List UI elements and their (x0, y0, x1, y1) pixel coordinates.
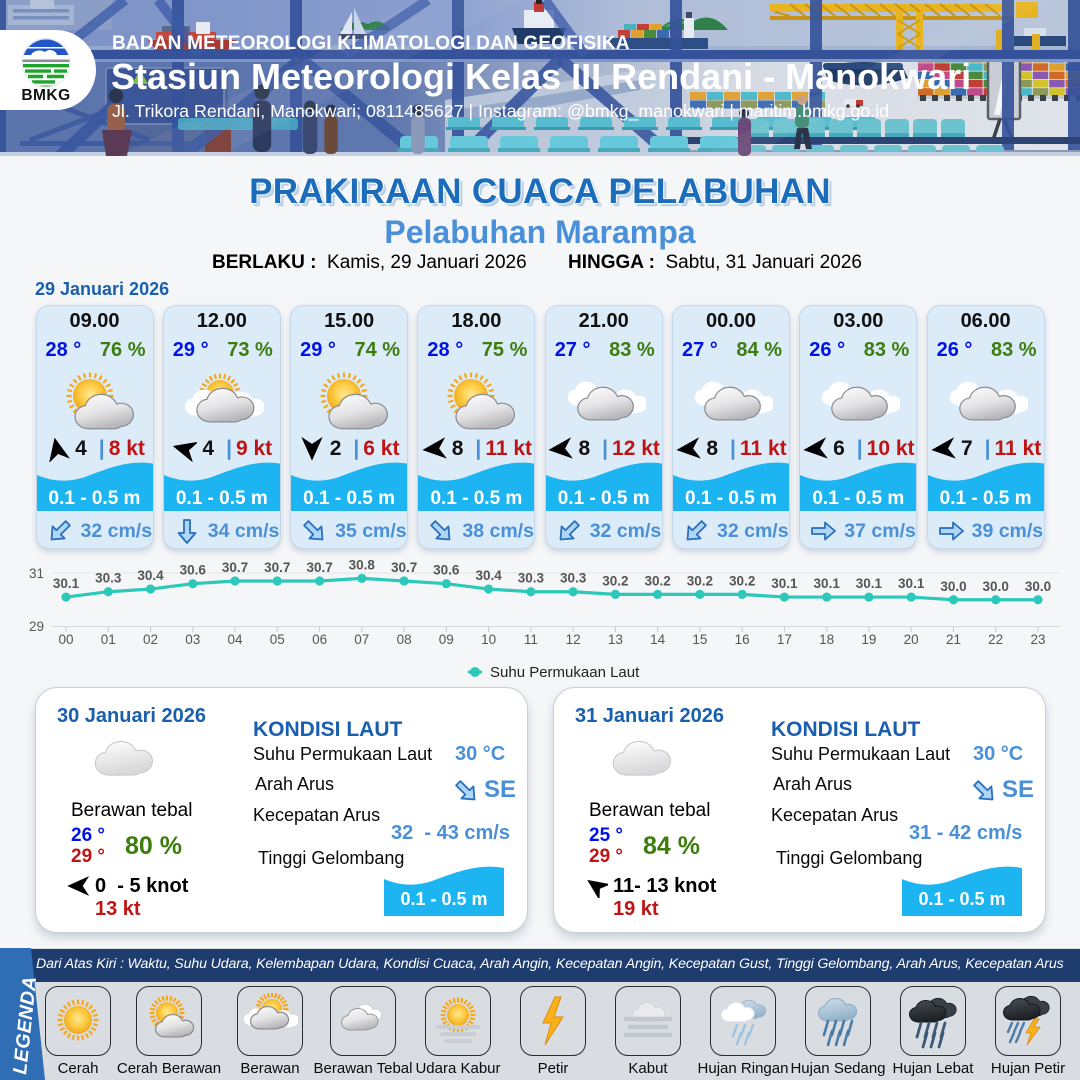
svg-text:30.3: 30.3 (560, 571, 587, 586)
svg-text:14: 14 (650, 632, 666, 647)
svg-text:30.3: 30.3 (518, 571, 545, 586)
svg-text:30.2: 30.2 (687, 573, 713, 588)
svg-text:30.0: 30.0 (1025, 579, 1051, 594)
svg-text:30.0: 30.0 (983, 579, 1009, 594)
svg-text:30.4: 30.4 (137, 568, 164, 583)
svg-text:30.7: 30.7 (391, 560, 417, 575)
svg-text:30.7: 30.7 (222, 560, 248, 575)
svg-text:30.1: 30.1 (898, 576, 925, 591)
svg-text:23: 23 (1030, 632, 1045, 647)
svg-text:30.0: 30.0 (940, 579, 966, 594)
svg-text:Suhu Permukaan Laut: Suhu Permukaan Laut (490, 664, 640, 681)
svg-text:30.4: 30.4 (475, 568, 502, 583)
svg-text:30.2: 30.2 (602, 573, 628, 588)
svg-text:13: 13 (608, 632, 623, 647)
svg-text:30.2: 30.2 (644, 573, 670, 588)
svg-text:01: 01 (101, 632, 116, 647)
svg-text:22: 22 (988, 632, 1003, 647)
svg-text:17: 17 (777, 632, 792, 647)
svg-text:11: 11 (524, 632, 538, 647)
svg-text:12: 12 (566, 632, 581, 647)
svg-text:05: 05 (270, 632, 285, 647)
svg-text:04: 04 (227, 632, 243, 647)
svg-text:10: 10 (481, 632, 496, 647)
svg-text:18: 18 (819, 632, 834, 647)
svg-text:30.3: 30.3 (95, 571, 122, 586)
svg-text:BMKG: BMKG (21, 87, 70, 102)
svg-text:30.1: 30.1 (53, 576, 80, 591)
svg-text:0.1 - 0.5 m: 0.1 - 0.5 m (400, 889, 487, 909)
svg-text:30.8: 30.8 (349, 558, 376, 572)
svg-text:00: 00 (58, 632, 73, 647)
svg-text:31: 31 (29, 566, 44, 581)
svg-text:30.1: 30.1 (856, 576, 883, 591)
svg-text:30.6: 30.6 (180, 563, 207, 578)
svg-text:0.1 - 0.5 m: 0.1 - 0.5 m (918, 889, 1005, 909)
svg-text:30.1: 30.1 (814, 576, 841, 591)
svg-text:20: 20 (904, 632, 919, 647)
svg-text:03: 03 (185, 632, 200, 647)
svg-text:06: 06 (312, 632, 327, 647)
svg-text:30.7: 30.7 (264, 560, 290, 575)
svg-text:02: 02 (143, 632, 158, 647)
svg-text:29: 29 (29, 619, 44, 634)
svg-text:30.1: 30.1 (771, 576, 798, 591)
svg-text:09: 09 (439, 632, 454, 647)
svg-text:19: 19 (861, 632, 876, 647)
svg-text:16: 16 (735, 632, 750, 647)
svg-text:15: 15 (692, 632, 707, 647)
svg-text:07: 07 (354, 632, 369, 647)
svg-text:08: 08 (397, 632, 412, 647)
svg-text:30.6: 30.6 (433, 563, 460, 578)
svg-text:30.2: 30.2 (729, 573, 755, 588)
svg-text:21: 21 (946, 632, 961, 647)
svg-text:30.7: 30.7 (306, 560, 332, 575)
